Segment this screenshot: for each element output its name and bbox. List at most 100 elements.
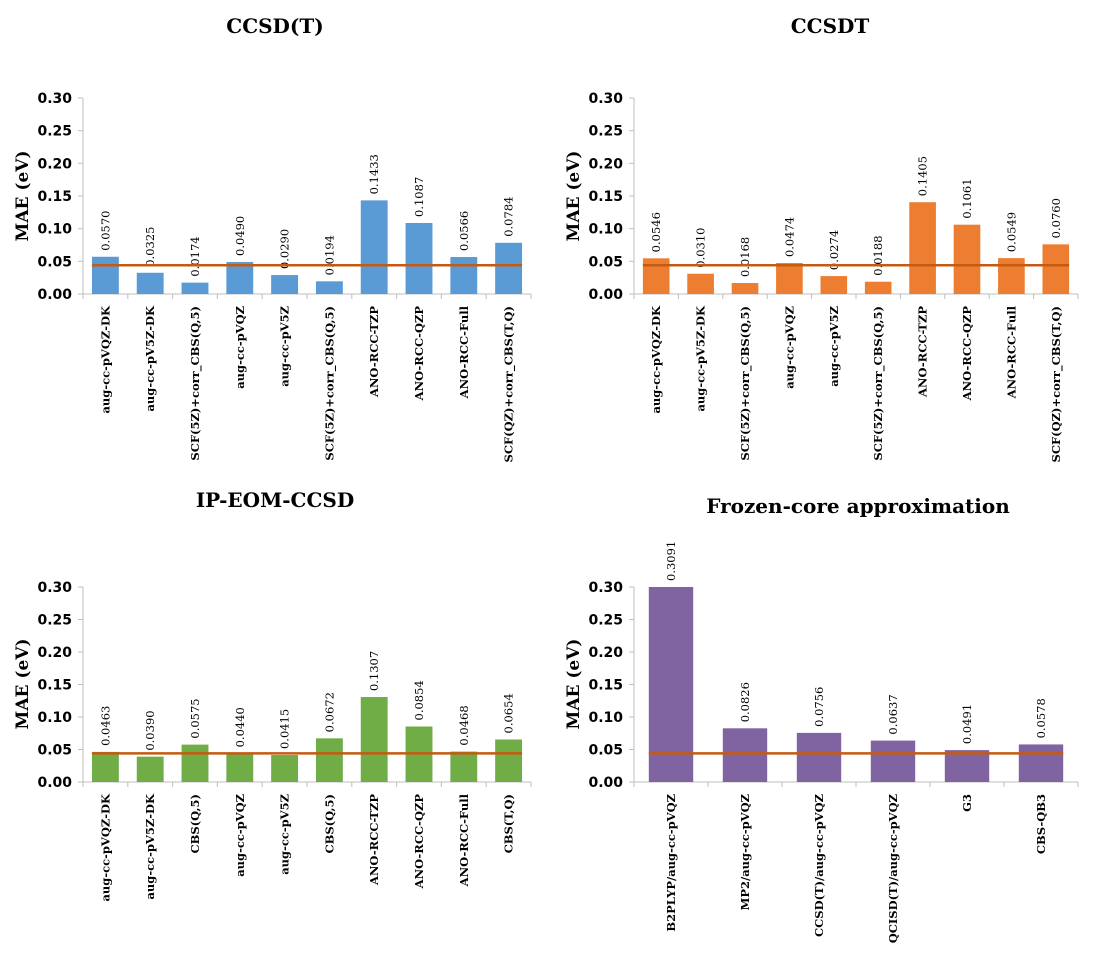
x-tick-label: CBS(Q,5) xyxy=(322,794,336,854)
data-label: 0.1087 xyxy=(412,177,426,217)
bar xyxy=(136,272,164,294)
bar xyxy=(360,200,388,294)
bar xyxy=(687,273,714,294)
chart-title: CCSDT xyxy=(791,14,870,38)
y-tick-label: 0.30 xyxy=(37,580,72,596)
bar xyxy=(870,740,916,782)
x-tick-label: aug-cc-pVQZ xyxy=(233,794,247,877)
bar xyxy=(722,728,768,782)
bar xyxy=(776,263,803,294)
data-label: 0.0325 xyxy=(143,227,157,267)
bar xyxy=(944,750,990,782)
x-tick-label: B2PLYP/aug-cc-pVQZ xyxy=(664,794,678,932)
x-tick-label: ANO-RCC-TZP xyxy=(916,306,930,398)
chart-panel-1: CCSD(T) MAE (eV) 0.00 0.05 0.10 0.15 0.20 0.25 0… xyxy=(13,14,532,462)
y-tick-label: 0.15 xyxy=(588,678,623,694)
data-label: 0.0463 xyxy=(98,706,112,746)
x-tick-label: ANO-RCC-Full xyxy=(457,793,471,887)
bar xyxy=(909,202,936,294)
x-tick-label: G3 xyxy=(960,794,974,812)
chart-title: IP-EOM-CCSD xyxy=(196,488,354,512)
bar xyxy=(731,283,759,294)
data-label: 0.1061 xyxy=(960,178,974,218)
x-tick-label: ANO-RCC-QZP xyxy=(412,794,426,890)
y-tick-label: 0.10 xyxy=(588,222,623,238)
x-tick-label: aug-cc-pV5Z xyxy=(278,794,292,875)
chart-panel-3: IP-EOM-CCSD MAE (eV) 0.00 0.05 0.10 0.15 0.20 0… xyxy=(13,488,532,902)
x-tick-label: QCISD(T)/aug-cc-pVQZ xyxy=(886,794,900,943)
x-tick-label: ANO-RCC-TZP xyxy=(367,794,381,886)
y-axis-label: MAE (eV) xyxy=(564,151,584,242)
x-tick-label: SCF(5Z)+corr_CBS(Q,5) xyxy=(188,306,203,461)
data-label: 0.0415 xyxy=(278,709,292,749)
x-tick-label: CBS(Q,5) xyxy=(188,794,202,854)
bar xyxy=(495,242,523,294)
y-tick-label: 0.30 xyxy=(588,91,623,107)
y-axis-label: MAE (eV) xyxy=(564,639,584,730)
data-label: 0.3091 xyxy=(664,541,678,581)
x-tick-label: aug-cc-pV5Z xyxy=(827,306,841,387)
bar xyxy=(450,257,478,294)
bar xyxy=(953,224,981,294)
data-label: 0.0637 xyxy=(886,694,900,734)
bar xyxy=(315,281,343,294)
y-tick-label: 0.15 xyxy=(588,189,623,205)
data-label: 0.0274 xyxy=(827,230,841,270)
bar xyxy=(315,738,343,782)
bar xyxy=(91,751,119,782)
bar xyxy=(648,587,694,782)
data-label: 0.0546 xyxy=(649,212,663,252)
y-tick-label: 0.05 xyxy=(37,254,72,270)
data-label: 0.0575 xyxy=(188,698,202,738)
y-tick-label: 0.10 xyxy=(37,222,72,238)
data-label: 0.0578 xyxy=(1034,698,1048,738)
bar xyxy=(360,697,388,782)
data-label: 0.0188 xyxy=(871,235,885,275)
y-tick-label: 0.15 xyxy=(37,678,72,694)
data-label: 0.1433 xyxy=(367,154,381,194)
data-label: 0.0174 xyxy=(188,236,202,276)
bar xyxy=(450,751,478,782)
y-tick-label: 0.20 xyxy=(588,156,623,172)
data-label: 0.0491 xyxy=(960,704,974,744)
y-tick-label: 0.20 xyxy=(37,156,72,172)
data-label: 0.1307 xyxy=(367,651,381,691)
data-label: 0.0549 xyxy=(1004,212,1018,252)
y-tick-label: 0.00 xyxy=(37,287,72,303)
x-tick-label: CCSD(T)/aug-cc-pVQZ xyxy=(812,794,826,937)
x-tick-label: CBS(T,Q) xyxy=(502,794,516,853)
data-label: 0.0390 xyxy=(143,710,157,750)
y-tick-label: 0.00 xyxy=(588,287,623,303)
x-tick-label: ANO-RCC-Full xyxy=(457,305,471,399)
x-tick-label: ANO-RCC-QZP xyxy=(960,306,974,402)
x-tick-label: aug-cc-pV5Z-DK xyxy=(143,793,157,900)
data-label: 0.0566 xyxy=(457,211,471,251)
bar xyxy=(226,753,254,782)
x-tick-label: ANO-RCC-Full xyxy=(1004,305,1018,399)
bar xyxy=(864,281,892,294)
x-tick-label: aug-cc-pVQZ-DK xyxy=(98,793,112,902)
x-tick-label: MP2/aug-cc-pVQZ xyxy=(738,794,752,910)
bar xyxy=(1018,744,1064,782)
bar xyxy=(642,258,670,294)
data-label: 0.0570 xyxy=(98,211,112,251)
y-tick-label: 0.25 xyxy=(37,613,72,629)
chart-panel-2: CCSDT MAE (eV) 0.00 0.05 0.10 0.15 0.20 0.25 0.3… xyxy=(564,14,1079,462)
y-tick-label: 0.30 xyxy=(37,91,72,107)
data-label: 0.0440 xyxy=(233,707,247,747)
x-tick-label: aug-cc-pV5Z xyxy=(278,306,292,387)
bar xyxy=(405,222,433,294)
bar xyxy=(1042,244,1070,294)
y-tick-label: 0.25 xyxy=(588,124,623,140)
bar xyxy=(271,755,299,782)
y-tick-label: 0.30 xyxy=(588,580,623,596)
bar xyxy=(998,258,1025,294)
x-tick-label: SCF(5Z)+corr_CBS(Q,5) xyxy=(322,306,337,461)
y-tick-label: 0.10 xyxy=(37,710,72,726)
data-label: 0.0194 xyxy=(322,235,336,275)
x-tick-label: aug-cc-pVQZ-DK xyxy=(649,305,663,414)
chart-title: CCSD(T) xyxy=(226,14,323,38)
bar xyxy=(796,732,842,782)
x-tick-label: SCF(5Z)+corr_CBS(Q,5) xyxy=(871,306,886,461)
